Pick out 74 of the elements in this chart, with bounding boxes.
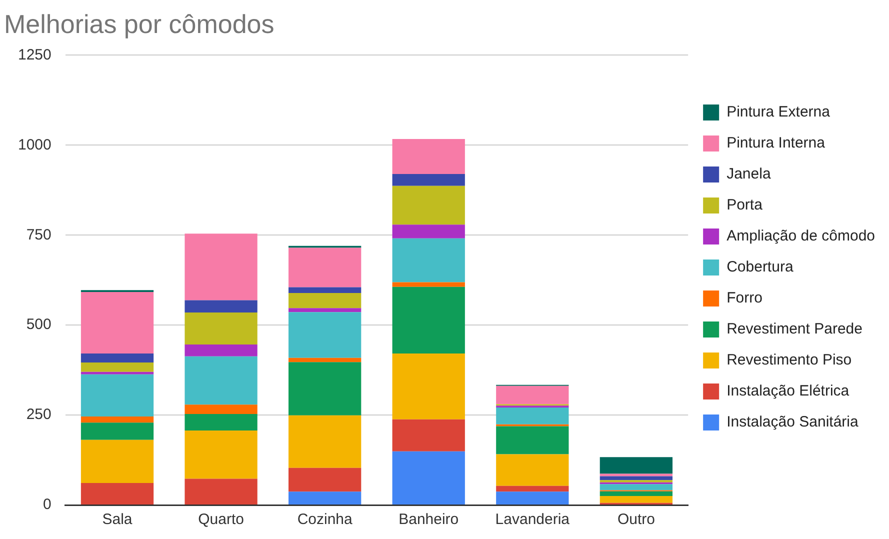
x-tick-label: Cozinha: [297, 511, 353, 528]
bar: [184, 356, 258, 405]
bar: [80, 362, 154, 372]
bar: [496, 486, 569, 492]
y-tick-label: 750: [26, 226, 52, 244]
bar: [600, 457, 673, 474]
bar: [392, 282, 465, 287]
bar: [80, 354, 154, 363]
legend-label: Pintura Interna: [726, 134, 826, 152]
bar: [288, 468, 362, 492]
bar: [392, 186, 465, 225]
bar: [288, 287, 362, 294]
legend-label: Revestimento Piso: [726, 352, 852, 369]
bar: [496, 386, 569, 404]
bar: [80, 422, 154, 440]
bar: [600, 491, 673, 496]
x-tick-label: Banheiro: [398, 511, 459, 528]
bar: [288, 308, 362, 312]
bar: [288, 293, 362, 308]
bar: [184, 430, 258, 479]
legend-label: Instalação Sanitária: [726, 414, 859, 431]
bar: [184, 234, 258, 300]
bar: [600, 484, 673, 490]
bar: [600, 496, 673, 503]
y-tick-label: 0: [43, 496, 52, 514]
bar: [184, 478, 258, 504]
bar: [184, 344, 258, 356]
bar: [288, 248, 362, 288]
bar: [80, 292, 154, 354]
bar: [392, 238, 465, 282]
bar: [496, 454, 569, 486]
x-tick-label: Lavanderia: [495, 511, 570, 528]
bar: [184, 300, 258, 312]
y-tick-label: 1000: [18, 136, 52, 154]
bar: [80, 440, 154, 484]
bar: [600, 476, 673, 480]
y-tick-label: 500: [26, 316, 52, 334]
x-tick-label: Quarto: [198, 511, 244, 528]
legend-label: Forro: [726, 290, 762, 307]
bar: [288, 362, 362, 416]
bar: [288, 492, 362, 504]
legend-label: Ampliação de cômodo: [726, 228, 876, 245]
bar: [392, 286, 465, 354]
x-tick-label: Outro: [617, 511, 655, 528]
bar: [288, 312, 362, 358]
bar: [392, 139, 465, 174]
legend-label: Porta: [726, 196, 764, 214]
bar: [392, 354, 465, 420]
bar: [496, 492, 569, 504]
bar: [184, 414, 258, 431]
bar: [392, 451, 465, 504]
bar: [288, 358, 362, 362]
y-tick-label: 1250: [18, 46, 52, 64]
bar: [80, 483, 154, 504]
bar: [184, 312, 258, 345]
legend-label: Revestiment Parede: [726, 320, 862, 338]
bar: [80, 372, 154, 374]
bar: [600, 474, 673, 476]
bar: [496, 426, 569, 454]
bar: [496, 407, 569, 424]
legend-label: Cobertura: [726, 258, 794, 276]
bar: [80, 416, 154, 423]
bar: [392, 224, 465, 238]
legend-label: Janela: [726, 166, 772, 183]
chart-title: Melhorias por cômodos: [4, 8, 274, 39]
y-tick-label: 250: [26, 406, 52, 424]
bar: [184, 404, 258, 414]
bar: [392, 174, 465, 186]
legend-label: Pintura Externa: [726, 104, 831, 121]
x-tick-label: Sala: [102, 511, 133, 528]
bar: [80, 374, 154, 416]
legend-label: Instalação Elétrica: [726, 382, 850, 400]
bar: [392, 419, 465, 452]
bar: [288, 415, 362, 468]
